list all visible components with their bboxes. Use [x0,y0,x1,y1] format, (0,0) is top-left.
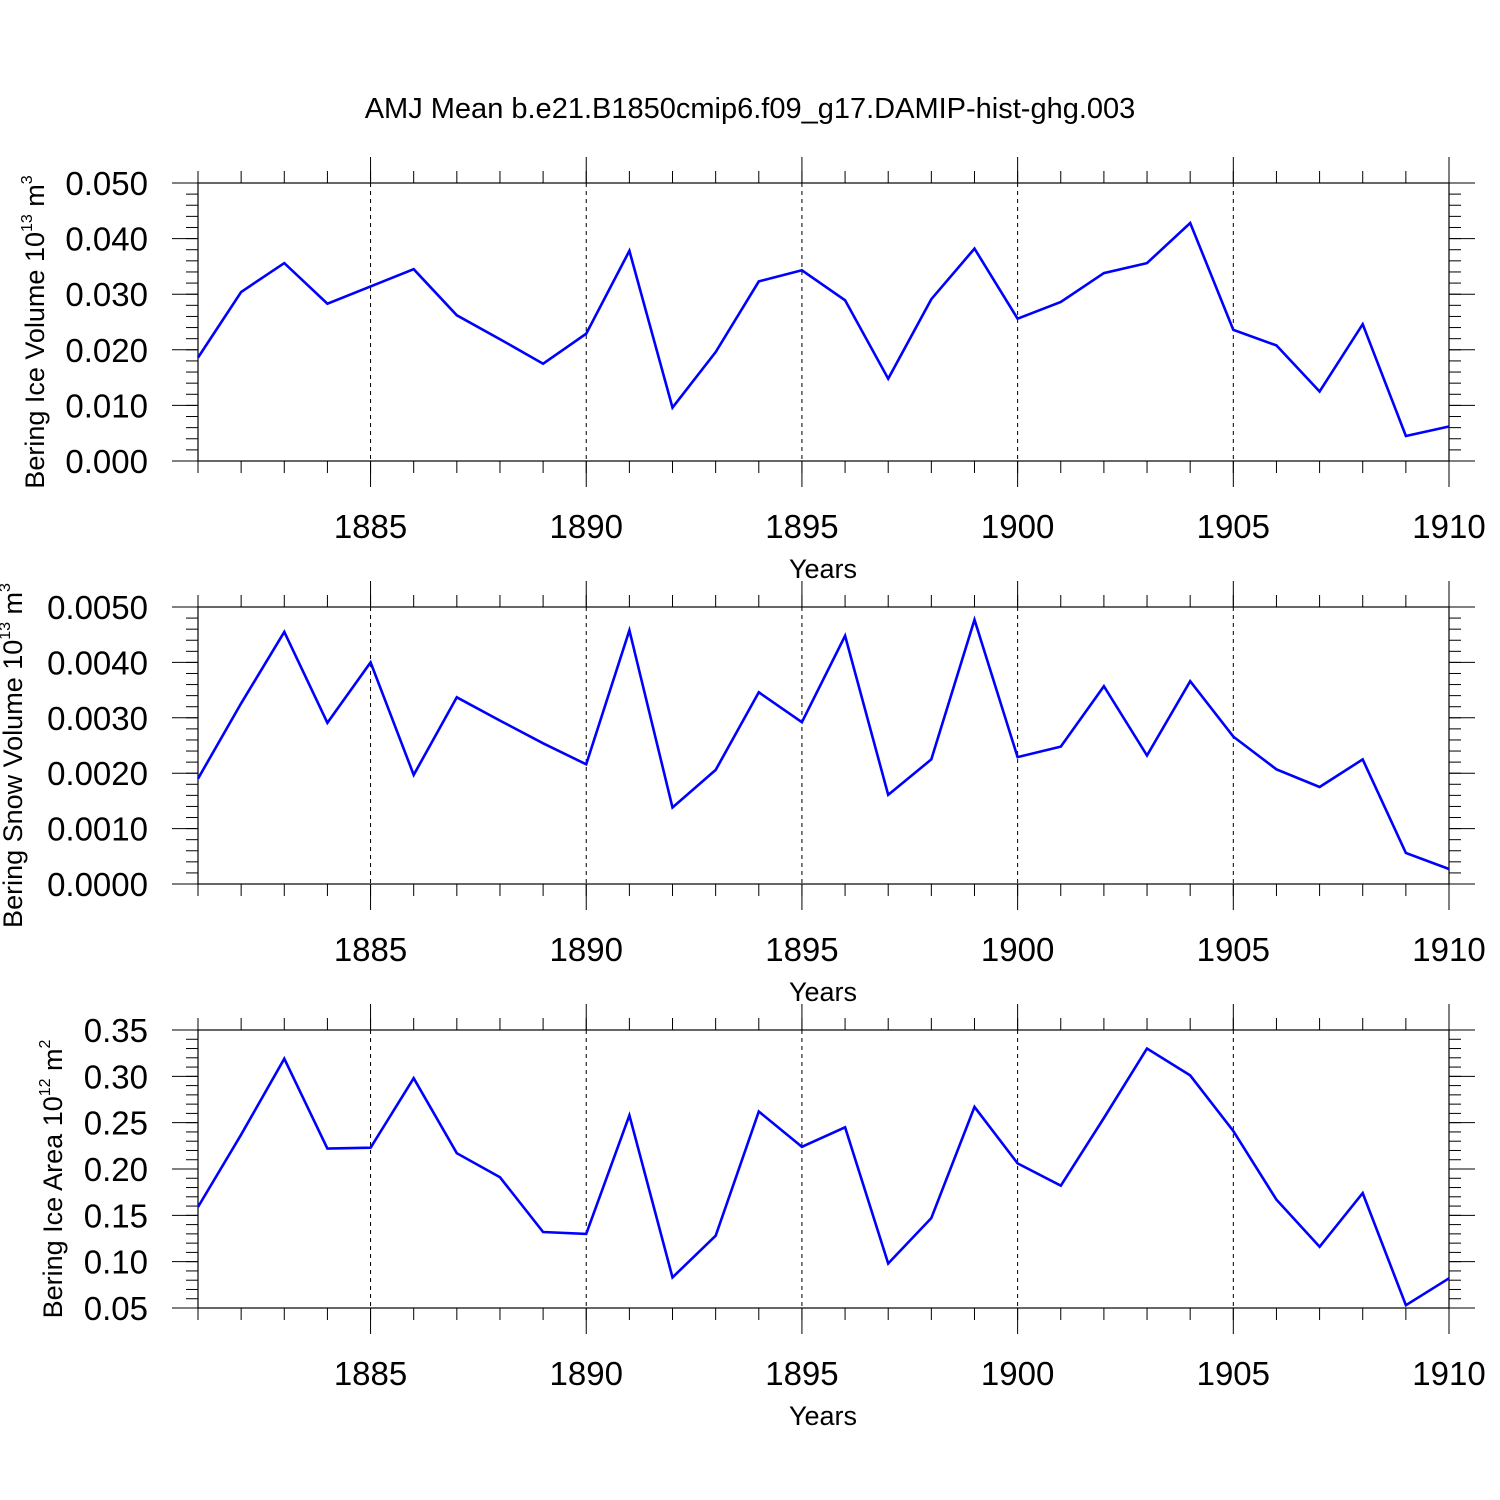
y-tick-label: 0.35 [84,1012,148,1049]
y-tick-label: 0.000 [65,443,148,480]
y-axis-label-unit-exponent: 3 [19,175,36,184]
y-axis-label-exponent: 13 [19,214,36,232]
y-axis-label-text: Bering Snow Volume 10 [0,640,28,928]
y-tick-label: 0.30 [84,1058,148,1095]
y-axis-label-unit: m [0,592,28,622]
x-tick-label: 1890 [550,508,623,545]
y-tick-label: 0.10 [84,1244,148,1281]
x-axis-label: Years [789,1401,857,1431]
x-tick-label: 1910 [1412,931,1485,968]
chart-panel-2: 1885 1890 1895 1900 1905 1910 0.0000 0.0010 0.00… [0,581,1486,1007]
x-tick-label: 1905 [1197,508,1270,545]
y-tick-label: 0.050 [65,165,148,202]
y-axis-label-unit: m [38,1048,68,1078]
x-tick-label: 1900 [981,508,1054,545]
y-axis-label-text: Bering Ice Area 10 [38,1096,68,1318]
series-line [196,220,1450,438]
y-tick-label: 0.15 [84,1197,148,1234]
y-tick-label: 0.20 [84,1151,148,1188]
y-axis-label-text: Bering Ice Volume 10 [20,232,50,489]
y-tick-label: 0.030 [65,276,148,313]
x-tick-label: 1905 [1197,1355,1270,1392]
x-tick-label: 1885 [334,931,407,968]
x-tick-label: 1890 [550,1355,623,1392]
y-tick-label: 0.25 [84,1105,148,1142]
y-tick-label: 0.0050 [47,589,148,626]
x-tick-label: 1900 [981,1355,1054,1392]
series-line [196,615,1450,871]
y-tick-label: 0.05 [84,1290,148,1327]
plot-frame [197,606,1450,885]
x-tick-label: 1895 [765,1355,838,1392]
x-tick-label: 1900 [981,931,1054,968]
x-axis-label: Years [789,977,857,1007]
y-tick-label: 0.010 [65,387,148,424]
x-tick-label: 1905 [1197,931,1270,968]
x-tick-label: 1885 [334,508,407,545]
x-axis-label: Years [789,554,857,584]
plot-frame [197,1029,1450,1309]
x-tick-label: 1895 [765,508,838,545]
y-tick-label: 0.0040 [47,644,148,681]
x-tick-label: 1895 [765,931,838,968]
y-axis-label-exponent: 13 [0,622,14,640]
x-tick-label: 1910 [1412,508,1485,545]
y-axis-label-unit-exponent: 3 [0,583,14,592]
x-tick-label: 1910 [1412,1355,1485,1392]
y-tick-label: 0.040 [65,221,148,258]
chart-panel-1: 1885 1890 1895 1900 1905 1910 0.000 0.010 0.020 0… [19,157,1486,584]
x-tick-label: 1885 [334,1355,407,1392]
y-tick-label: 0.0020 [47,755,148,792]
plot-frame [197,182,1450,462]
figure-title: AMJ Mean b.e21.B1850cmip6.f09_g17.DAMIP-… [365,93,1136,125]
y-axis-label: Bering Ice Area 1012 m2 [37,1039,68,1318]
chart-panel-3: 1885 1890 1895 1900 1905 1910 0.05 0.10 0.15 0.20… [37,1004,1486,1431]
y-tick-label: 0.0030 [47,700,148,737]
panels: 1885 1890 1895 1900 1905 1910 0.000 0.010 0.020 0… [0,157,1486,1431]
y-axis-label-exponent: 12 [37,1078,54,1096]
y-axis-label: Bering Snow Volume 1013 m3 [0,583,28,928]
y-axis-label-unit-exponent: 2 [37,1039,54,1048]
x-tick-label: 1890 [550,931,623,968]
y-axis-label-unit: m [20,184,50,214]
y-tick-label: 0.020 [65,332,148,369]
y-tick-label: 0.0010 [47,811,148,848]
y-tick-label: 0.0000 [47,866,148,903]
series-line [196,1046,1450,1308]
y-axis-label: Bering Ice Volume 1013 m3 [19,175,50,488]
